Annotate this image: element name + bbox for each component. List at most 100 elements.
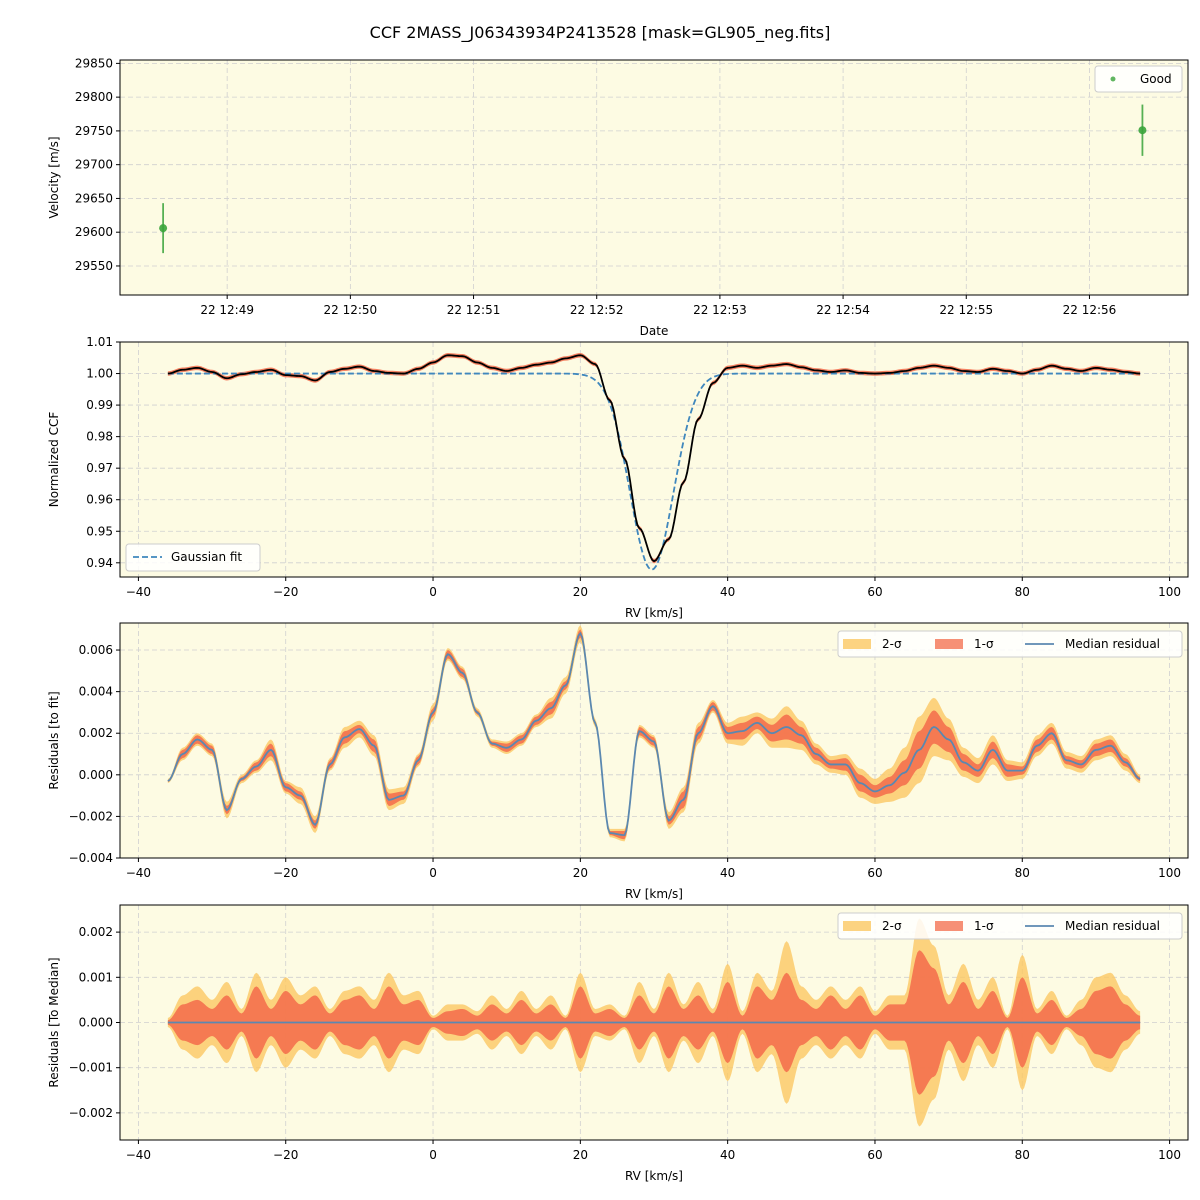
legend-label: 2-σ [882,919,902,933]
x-tick-label: 100 [1158,1148,1181,1162]
x-tick-label: −40 [126,1148,151,1162]
legend-box [1094,65,1183,93]
y-tick-label: 29600 [75,225,113,239]
axes-frame [119,622,1189,859]
axes: 22 12:49 22 12:50 22 12:51 22 12:52 22 12:53… [47,56,1189,338]
x-tick-label: 80 [1015,1148,1030,1162]
x-tick-label: −40 [126,866,151,880]
x-tick-label: −20 [273,1148,298,1162]
y-axis-label: Residuals [to fit] [47,691,61,789]
grid [120,60,1188,295]
y-tick-label: 0.98 [86,430,113,444]
x-tick-label: 20 [573,585,588,599]
plot-content [167,918,1141,1127]
x-axis-label: RV [km/s] [625,1169,683,1183]
x-tick-label: 40 [720,585,735,599]
y-tick-label: 0.000 [79,1016,113,1030]
legend-swatch-1sigma [935,921,963,931]
axes-frame [119,59,1189,296]
data-point [1138,126,1147,135]
legend-label: 1-σ [974,919,994,933]
y-axis-label: Residuals [To Median] [47,957,61,1087]
x-tick-label: 0 [429,1148,437,1162]
legend-label: Median residual [1065,637,1160,651]
x-tick-label: 60 [867,866,882,880]
legend-swatch-1sigma [935,639,963,649]
y-tick-label: 29750 [75,124,113,138]
y-tick-label: −0.002 [69,1106,113,1120]
x-tick-label: 22 12:51 [447,303,501,317]
x-tick-label: −20 [273,585,298,599]
legend-swatch-2sigma [843,921,871,931]
panel-1: 22 12:49 22 12:50 22 12:51 22 12:52 22 12:53… [47,56,1189,338]
y-tick-label: 29700 [75,158,113,172]
legend-box [837,912,1183,940]
plot-content [167,625,1141,842]
panel-4: −40 −20 0 20 40 60 80 100 −0.002 −0.001 0.000 0.001… [47,904,1189,1183]
x-tick-label: −20 [273,866,298,880]
x-tick-label: 22 12:52 [570,303,624,317]
plot-content [159,104,1147,254]
x-tick-label: 80 [1015,866,1030,880]
x-tick-label: 100 [1158,585,1181,599]
legend: 2-σ 1-σ Median residual [837,630,1183,658]
y-tick-label: 0.000 [79,768,113,782]
x-tick-label: 40 [720,1148,735,1162]
axes-frame [119,341,1189,578]
legend-swatch-2sigma [843,639,871,649]
plot-content [167,353,1141,571]
y-tick-label: 1.01 [86,335,113,349]
y-tick-label: 0.004 [79,685,113,699]
legend-label: Gaussian fit [171,550,242,564]
data-point [159,224,168,233]
gaussian-fit-line [167,372,1141,571]
x-tick-label: 22 12:55 [939,303,993,317]
ccf-line [167,354,1141,563]
y-axis-label: Velocity [m/s] [47,136,61,218]
x-tick-label: 20 [573,1148,588,1162]
y-tick-label: 0.95 [86,524,113,538]
y-tick-label: 29800 [75,90,113,104]
x-tick-label: 60 [867,585,882,599]
y-tick-label: 29650 [75,191,113,205]
axes: −40 −20 0 20 40 60 80 100 0.94 0.95 0.96 0.97 0.98 0.… [47,335,1189,620]
y-tick-label: 0.96 [86,493,113,507]
x-tick-label: 22 12:49 [200,303,254,317]
y-tick-label: 0.97 [86,461,113,475]
panel-3: −40 −20 0 20 40 60 80 100 −0.004 −0.002 0.000 0.002… [47,622,1189,901]
legend: 2-σ 1-σ Median residual [837,912,1183,940]
legend-label: 2-σ [882,637,902,651]
axes: −40 −20 0 20 40 60 80 100 −0.004 −0.002 0.000 0.002… [47,622,1189,901]
x-axis-label: RV [km/s] [625,606,683,620]
legend-label: Median residual [1065,919,1160,933]
x-tick-label: 80 [1015,585,1030,599]
legend: Gaussian fit [125,543,261,572]
legend-marker [1110,76,1116,82]
figure-title: CCF 2MASS_J06343934P2413528 [mask=GL905_… [370,23,831,43]
legend-box [125,543,261,572]
axes: −40 −20 0 20 40 60 80 100 −0.002 −0.001 0.000 0.001… [47,904,1189,1183]
x-axis-label: RV [km/s] [625,887,683,901]
y-tick-label: 0.001 [79,970,113,984]
x-tick-label: 22 12:50 [324,303,378,317]
y-tick-label: 0.002 [79,925,113,939]
y-tick-label: 29850 [75,56,113,70]
y-tick-label: 0.006 [79,643,113,657]
x-tick-label: 100 [1158,866,1181,880]
x-tick-label: 22 12:54 [816,303,870,317]
y-tick-label: −0.002 [69,809,113,823]
y-tick-label: −0.001 [69,1061,113,1075]
plot-area [120,342,1188,577]
legend-box [837,630,1183,658]
x-tick-label: 0 [429,585,437,599]
median-residual-line [167,631,1141,837]
y-tick-label: 0.99 [86,398,113,412]
legend-label: 1-σ [974,637,994,651]
y-tick-label: 29550 [75,259,113,273]
x-tick-label: 60 [867,1148,882,1162]
x-tick-label: 40 [720,866,735,880]
x-tick-label: −40 [126,585,151,599]
legend: Good [1094,65,1183,93]
x-tick-label: 20 [573,866,588,880]
